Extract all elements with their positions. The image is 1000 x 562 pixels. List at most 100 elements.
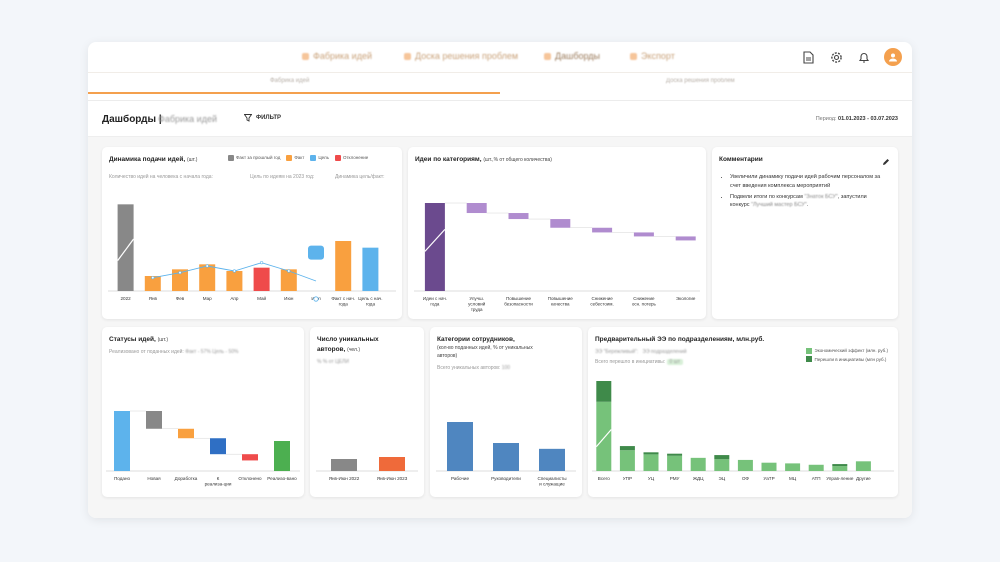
bar [226, 271, 243, 291]
lightbulb-icon [302, 52, 309, 60]
bar [596, 401, 612, 471]
bar [633, 232, 654, 237]
legend-item: Факт за прошлый год [228, 155, 280, 161]
legend-swatch [228, 155, 234, 161]
bar [508, 213, 529, 220]
bar [855, 461, 871, 471]
comment-text: Подвели итоги по конкурсам [730, 193, 805, 200]
period-display: Период: 01.01.2023 - 03.07.2023 [816, 116, 898, 122]
filter-button[interactable]: ФИЛЬТР [244, 114, 281, 122]
card-title: Комментарии [719, 156, 763, 163]
period-value: 01.01.2023 - 03.07.2023 [838, 116, 898, 122]
axis-break-mark [117, 238, 135, 262]
bar [424, 203, 445, 291]
card-title: Динамика подачи идей, (шт.) [109, 155, 197, 165]
card-title-text: Статусы идей, [109, 336, 156, 343]
bar [667, 455, 683, 471]
tick-label: года [339, 302, 349, 307]
tick-label: УаТР [763, 476, 774, 481]
card-economic-effect: Предварительный ЭЭ по подразделениям, мл… [588, 327, 898, 497]
bar [737, 459, 753, 471]
card-title-text: Число уникальных [317, 336, 379, 343]
card-subtext: Всего уникальных авторов: 100 [437, 365, 510, 371]
goal-point [178, 271, 182, 275]
bar [447, 422, 473, 471]
goal-point [260, 261, 264, 265]
comment-text: Увеличили динамику подачи идей рабочим п… [730, 174, 881, 189]
bar [331, 459, 357, 471]
ideas-dynamics-chart: 2022ЯнвФевМарАпрМайИюнИюлФакт с нач.года… [108, 204, 396, 307]
dashboard-content: Дашборды | Фабрика идей ФИЛЬТР Период: 0… [88, 100, 912, 518]
card-title-text: Идеи по категориям, [415, 156, 482, 163]
tick-label: Улучш. [469, 296, 484, 301]
card-subtext: Реализовано от поданных идей: Факт - 57%… [109, 349, 238, 355]
card-ideas-categories: Идеи по категориям, (шт.,% от общего кол… [408, 147, 706, 319]
bar [280, 269, 297, 291]
card-idea-statuses: Статусы идей, (шт.) Реализовано от подан… [102, 327, 304, 497]
card-subtext-label: ЭЭ подразделений [642, 349, 687, 355]
tick-label: РМУ [670, 476, 680, 481]
goal-point [287, 269, 291, 273]
document-icon[interactable] [800, 49, 816, 65]
tick-label: Реализо-вано [267, 476, 297, 481]
bar [253, 267, 270, 291]
bar [362, 247, 379, 291]
bar [379, 457, 405, 471]
nav-item-ideas-factory[interactable]: Фабрика идей [302, 51, 372, 61]
card-unique-authors: Число уникальных авторов, (чел.) % % от Ц… [310, 327, 424, 497]
user-avatar-icon[interactable] [884, 48, 902, 66]
legend-item: Отклонение [335, 155, 368, 161]
period-label: Период: [815, 116, 837, 122]
bar [117, 204, 134, 291]
bar [808, 464, 824, 471]
tick-label: Янв [149, 296, 158, 301]
tick-label: Фев [176, 296, 185, 301]
tick-label: Подано [114, 476, 131, 481]
nav-item-export[interactable]: Экспорт [630, 51, 675, 61]
tick-label: Повышение [548, 296, 573, 301]
legend-swatch [806, 356, 813, 363]
top-navigation: Фабрика идей Доска решения проблем Дашбо… [88, 42, 912, 72]
tick-label: Экологие [676, 296, 696, 301]
bar [146, 411, 162, 429]
tick-label: Снижение [591, 296, 613, 301]
card-title: Категории сотрудников, [437, 336, 515, 343]
legend-label: Факт [294, 155, 305, 161]
tick-label: Янв-Июн 2023 [377, 476, 408, 481]
tab-problem-board[interactable]: Доска решения проблем [666, 78, 735, 84]
tab-label: Доска решения проблем [666, 78, 735, 84]
contest-name: "Знаток БСУ" [804, 193, 838, 200]
board-icon [404, 52, 411, 60]
tick-label: труда [471, 307, 483, 312]
card-title-unit: (шт.) [157, 337, 169, 343]
tick-label: Цель с нач. [358, 296, 382, 301]
goal-point [232, 269, 236, 273]
nav-item-problem-board[interactable]: Доска решения проблем [404, 51, 518, 61]
bar [172, 269, 188, 291]
tick-label: Мар [203, 296, 212, 301]
gear-icon[interactable] [828, 49, 844, 65]
nav-item-dashboards[interactable]: Дашборды [544, 51, 600, 61]
edit-pencil-icon[interactable] [882, 153, 890, 171]
card-subtext: Динамика цель/факт: [335, 174, 385, 180]
legend-swatch [310, 155, 317, 161]
tick-label: и служащие [539, 482, 565, 487]
tick-label: К [217, 476, 220, 481]
tick-label: ЭЦ [718, 476, 725, 481]
sub-tabs: Фабрика идей Доска решения проблем [88, 72, 912, 94]
bar [539, 448, 565, 471]
page-title: Дашборды | [102, 114, 162, 125]
tab-label: Фабрика идей [270, 78, 310, 84]
bar-stack [643, 452, 659, 455]
axis-break-mark [424, 228, 446, 252]
tick-label: Факт с нач. [331, 296, 355, 301]
tab-ideas-factory[interactable]: Фабрика идей [270, 78, 309, 84]
tick-label: года [430, 302, 440, 307]
title-divider: | [158, 114, 162, 125]
legend-swatch [335, 155, 341, 161]
tick-label: Отклонено [238, 476, 262, 481]
legend-item: Цель [310, 155, 329, 161]
bell-icon[interactable] [856, 49, 872, 65]
